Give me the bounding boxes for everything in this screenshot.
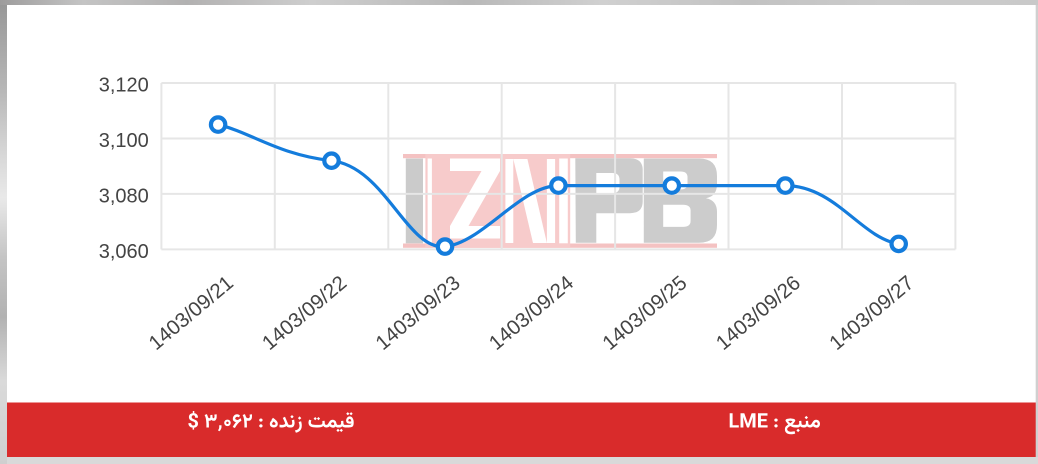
svg-text:3,120: 3,120 (99, 75, 149, 97)
svg-text:3,060: 3,060 (99, 241, 149, 263)
svg-text:3,080: 3,080 (99, 186, 149, 208)
svg-text:3,100: 3,100 (99, 130, 149, 152)
